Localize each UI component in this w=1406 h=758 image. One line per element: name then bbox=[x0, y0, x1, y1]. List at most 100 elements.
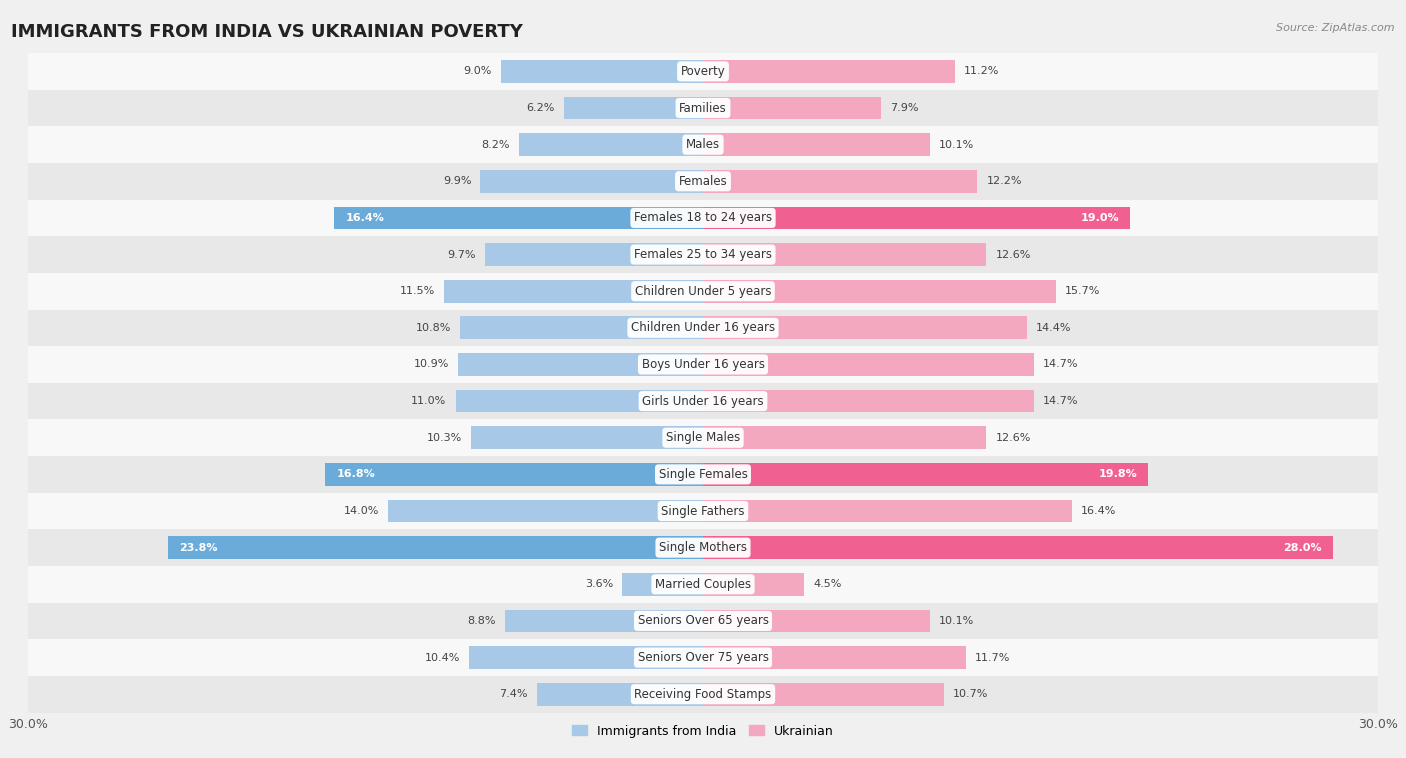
Bar bbox=[703, 390, 1033, 412]
Bar bbox=[703, 97, 880, 119]
Text: 11.7%: 11.7% bbox=[976, 653, 1011, 662]
Text: 8.8%: 8.8% bbox=[468, 616, 496, 626]
Text: Families: Families bbox=[679, 102, 727, 114]
Bar bbox=[519, 133, 703, 156]
Text: 9.7%: 9.7% bbox=[447, 249, 475, 259]
Text: Children Under 5 years: Children Under 5 years bbox=[634, 285, 772, 298]
Text: Poverty: Poverty bbox=[681, 65, 725, 78]
Bar bbox=[458, 353, 703, 376]
Text: 23.8%: 23.8% bbox=[179, 543, 218, 553]
Text: 3.6%: 3.6% bbox=[585, 579, 613, 589]
Text: 10.1%: 10.1% bbox=[939, 616, 974, 626]
Bar bbox=[703, 500, 1071, 522]
Bar bbox=[28, 383, 1378, 419]
Text: 16.4%: 16.4% bbox=[346, 213, 384, 223]
Bar bbox=[703, 133, 931, 156]
Text: 12.2%: 12.2% bbox=[987, 177, 1022, 186]
Text: 10.3%: 10.3% bbox=[427, 433, 463, 443]
Text: 10.8%: 10.8% bbox=[416, 323, 451, 333]
Bar bbox=[444, 280, 703, 302]
Text: 7.9%: 7.9% bbox=[890, 103, 918, 113]
Bar bbox=[28, 163, 1378, 199]
Text: 12.6%: 12.6% bbox=[995, 433, 1031, 443]
Bar bbox=[703, 317, 1026, 339]
Bar bbox=[460, 317, 703, 339]
Bar bbox=[28, 127, 1378, 163]
Bar bbox=[703, 280, 1056, 302]
Bar bbox=[621, 573, 703, 596]
Bar bbox=[28, 456, 1378, 493]
Text: 9.9%: 9.9% bbox=[443, 177, 471, 186]
Text: Males: Males bbox=[686, 138, 720, 151]
Text: 10.7%: 10.7% bbox=[953, 689, 988, 699]
Text: Children Under 16 years: Children Under 16 years bbox=[631, 321, 775, 334]
Bar bbox=[28, 273, 1378, 309]
Text: 8.2%: 8.2% bbox=[481, 139, 509, 149]
Text: 14.4%: 14.4% bbox=[1036, 323, 1071, 333]
Text: 4.5%: 4.5% bbox=[813, 579, 842, 589]
Bar bbox=[28, 603, 1378, 639]
Text: 28.0%: 28.0% bbox=[1284, 543, 1322, 553]
Bar bbox=[703, 609, 931, 632]
Bar bbox=[703, 427, 987, 449]
Text: Girls Under 16 years: Girls Under 16 years bbox=[643, 395, 763, 408]
Bar bbox=[485, 243, 703, 266]
Bar bbox=[28, 236, 1378, 273]
Text: 19.0%: 19.0% bbox=[1081, 213, 1119, 223]
Bar bbox=[470, 647, 703, 669]
Bar bbox=[703, 243, 987, 266]
Text: Single Fathers: Single Fathers bbox=[661, 505, 745, 518]
Text: 11.0%: 11.0% bbox=[412, 396, 447, 406]
Bar bbox=[703, 537, 1333, 559]
Text: Single Mothers: Single Mothers bbox=[659, 541, 747, 554]
Bar bbox=[501, 60, 703, 83]
Text: Seniors Over 65 years: Seniors Over 65 years bbox=[637, 615, 769, 628]
Bar bbox=[28, 639, 1378, 676]
Bar bbox=[28, 199, 1378, 236]
Text: Seniors Over 75 years: Seniors Over 75 years bbox=[637, 651, 769, 664]
Bar bbox=[471, 427, 703, 449]
Text: IMMIGRANTS FROM INDIA VS UKRAINIAN POVERTY: IMMIGRANTS FROM INDIA VS UKRAINIAN POVER… bbox=[11, 23, 523, 41]
Text: 10.1%: 10.1% bbox=[939, 139, 974, 149]
Bar bbox=[28, 89, 1378, 127]
Bar bbox=[703, 573, 804, 596]
Bar bbox=[505, 609, 703, 632]
Bar bbox=[28, 566, 1378, 603]
Legend: Immigrants from India, Ukrainian: Immigrants from India, Ukrainian bbox=[567, 719, 839, 743]
Bar bbox=[703, 353, 1033, 376]
Text: 7.4%: 7.4% bbox=[499, 689, 527, 699]
Text: Females 18 to 24 years: Females 18 to 24 years bbox=[634, 211, 772, 224]
Bar bbox=[537, 683, 703, 706]
Bar bbox=[703, 683, 943, 706]
Text: Source: ZipAtlas.com: Source: ZipAtlas.com bbox=[1277, 23, 1395, 33]
Bar bbox=[167, 537, 703, 559]
Bar bbox=[703, 647, 966, 669]
Text: 14.7%: 14.7% bbox=[1043, 396, 1078, 406]
Text: 16.4%: 16.4% bbox=[1081, 506, 1116, 516]
Text: 11.5%: 11.5% bbox=[401, 287, 436, 296]
Bar bbox=[388, 500, 703, 522]
Text: 10.4%: 10.4% bbox=[425, 653, 460, 662]
Text: 16.8%: 16.8% bbox=[336, 469, 375, 479]
Text: Single Females: Single Females bbox=[658, 468, 748, 481]
Bar bbox=[28, 346, 1378, 383]
Bar bbox=[28, 419, 1378, 456]
Text: 14.7%: 14.7% bbox=[1043, 359, 1078, 369]
Bar bbox=[456, 390, 703, 412]
Bar bbox=[28, 53, 1378, 89]
Text: Receiving Food Stamps: Receiving Food Stamps bbox=[634, 688, 772, 700]
Text: 14.0%: 14.0% bbox=[343, 506, 380, 516]
Bar bbox=[703, 207, 1130, 229]
Text: 19.8%: 19.8% bbox=[1098, 469, 1137, 479]
Bar bbox=[703, 170, 977, 193]
Bar bbox=[28, 676, 1378, 713]
Bar bbox=[564, 97, 703, 119]
Text: 6.2%: 6.2% bbox=[526, 103, 554, 113]
Text: Females: Females bbox=[679, 175, 727, 188]
Bar bbox=[28, 529, 1378, 566]
Bar bbox=[335, 207, 703, 229]
Bar bbox=[325, 463, 703, 486]
Bar bbox=[28, 493, 1378, 529]
Text: Married Couples: Married Couples bbox=[655, 578, 751, 590]
Bar bbox=[481, 170, 703, 193]
